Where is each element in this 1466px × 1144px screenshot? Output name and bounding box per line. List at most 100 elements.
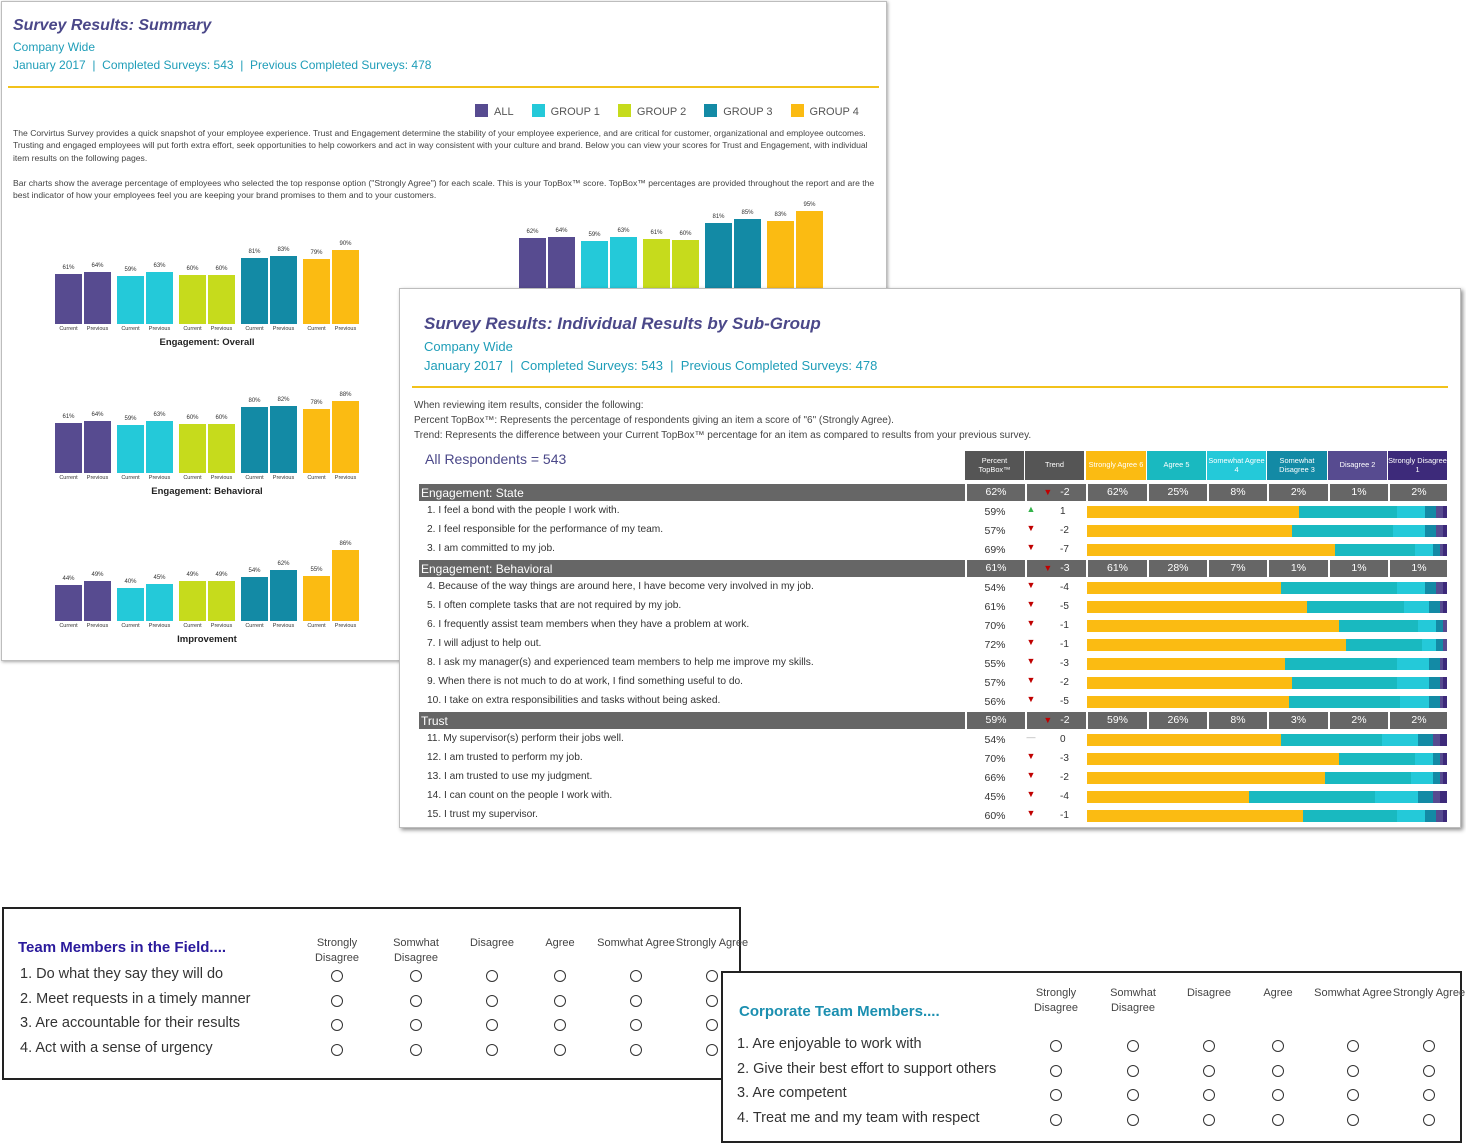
rating-radio-button[interactable] [1127,1113,1139,1126]
bar-value-label: 88% [339,391,352,398]
intro-line: When reviewing item results, consider th… [414,400,644,411]
distribution-segment [1443,639,1447,651]
section-distribution-value: 1% [1267,560,1328,577]
rating-radio-button[interactable] [486,1019,498,1031]
distribution-segment [1087,696,1289,708]
rating-radio-button[interactable] [1203,1040,1215,1052]
rating-radio-button[interactable] [706,994,718,1007]
rating-radio-button[interactable] [630,970,642,982]
distribution-segment [1087,658,1285,670]
distribution-segment [1418,620,1437,632]
distribution-segment [1436,582,1444,594]
rating-radio-button[interactable] [1127,1040,1139,1052]
rating-radio-button[interactable] [1127,1064,1139,1077]
item-topbox-percent: 61% [984,601,1006,613]
item-topbox-percent: 57% [984,677,1006,689]
rating-radio-button[interactable] [554,1043,566,1056]
rating-radio-button[interactable] [1272,1064,1284,1077]
rating-radio-button[interactable] [410,970,422,982]
column-header: Strongly Disagree 1 [1388,451,1448,480]
distribution-segment [1396,582,1426,594]
rating-radio-button[interactable] [1423,1040,1435,1052]
bar-value-label: 82% [277,396,290,403]
rating-radio-button[interactable] [331,994,343,1007]
distribution-segment [1281,582,1397,594]
rating-column-header: Disagree [1186,987,1232,999]
item-trend-value: -4 [1060,582,1069,593]
bar-value-label: 59% [124,415,137,422]
rating-radio-button[interactable] [1272,1113,1284,1126]
item-trend-value: -1 [1060,639,1069,650]
trend-down-icon: ▼ [1026,789,1036,799]
rating-radio-button[interactable] [486,1043,498,1056]
distribution-segment [1411,772,1433,784]
distribution-segment [1396,810,1426,822]
distribution-segment [1425,525,1437,537]
rating-radio-button[interactable] [1347,1113,1359,1126]
rating-radio-button[interactable] [1050,1064,1062,1077]
rating-radio-button[interactable] [1272,1089,1284,1101]
bar [84,580,111,621]
rating-radio-button[interactable] [486,970,498,982]
rating-radio-button[interactable] [1203,1064,1215,1077]
trend-flat-icon: — [1026,732,1036,742]
rating-radio-button[interactable] [1272,1040,1284,1052]
rating-radio-button[interactable] [1423,1064,1435,1077]
rating-radio-button[interactable] [706,1043,718,1056]
item-topbox-percent: 70% [984,753,1006,765]
rating-radio-button[interactable] [1050,1040,1062,1052]
rating-radio-button[interactable] [1347,1089,1359,1101]
rating-radio-button[interactable] [410,994,422,1007]
distribution-segment [1306,601,1404,613]
rating-radio-button[interactable] [630,1043,642,1056]
rating-radio-button[interactable] [1347,1064,1359,1077]
distribution-segment [1087,677,1293,689]
bar [643,238,670,289]
rating-radio-button[interactable] [1050,1089,1062,1101]
rating-radio-button[interactable] [706,970,718,982]
rating-radio-button[interactable] [1423,1089,1435,1101]
section-distribution-value: 25% [1147,484,1207,501]
bar-value-label: 85% [741,210,754,217]
rating-radio-button[interactable] [331,970,343,982]
rating-radio-button[interactable] [1203,1089,1215,1101]
rating-radio-button[interactable] [1423,1113,1435,1126]
distribution-segment [1425,582,1437,594]
distribution-segment [1346,639,1422,651]
x-tick-label: Previous [210,475,233,481]
bar-value-label: 62% [277,561,290,568]
section-header-row: Trust 59% ▼ -2 59% 26% 8% 3% 2% 2% [419,712,1447,729]
rating-radio-button[interactable] [1050,1113,1062,1126]
rating-radio-button[interactable] [630,1019,642,1031]
rating-radio-button[interactable] [331,1043,343,1056]
rating-radio-button[interactable] [410,1043,422,1056]
bar [303,259,330,324]
bar-chart: 61% Current 64% Previous 59% Current 63% Previo… [2,2,888,662]
bar [84,420,111,473]
rating-radio-button[interactable] [630,994,642,1007]
section-distribution-value: 2% [1388,712,1448,729]
rating-radio-button[interactable] [486,994,498,1007]
rating-radio-button[interactable] [331,1019,343,1031]
rating-radio-button[interactable] [1347,1040,1359,1052]
trend-down-icon: ▼ [1026,770,1036,780]
item-trend-value: 1 [1060,506,1066,517]
rating-column-header: Strongly Agree [1392,987,1466,999]
bar [55,422,82,473]
distribution-segment [1443,620,1447,632]
rating-radio-button[interactable] [706,1019,718,1031]
distribution-segment [1087,525,1293,537]
rating-radio-button[interactable] [410,1019,422,1031]
item-trend-value: -7 [1060,544,1069,555]
rating-radio-button[interactable] [554,1019,566,1031]
distribution-segment [1443,677,1447,689]
section-distribution-value: 8% [1207,712,1267,729]
rating-radio-button[interactable] [554,970,566,982]
rating-radio-button[interactable] [1127,1089,1139,1101]
rating-radio-button[interactable] [1203,1113,1215,1126]
rating-radio-button[interactable] [554,994,566,1007]
distribution-segment [1303,810,1397,822]
item-row: 1. I feel a bond with the people I work … [400,503,1462,522]
legend-swatch [475,104,488,117]
section-trend: ▼ -2 [1025,484,1086,501]
